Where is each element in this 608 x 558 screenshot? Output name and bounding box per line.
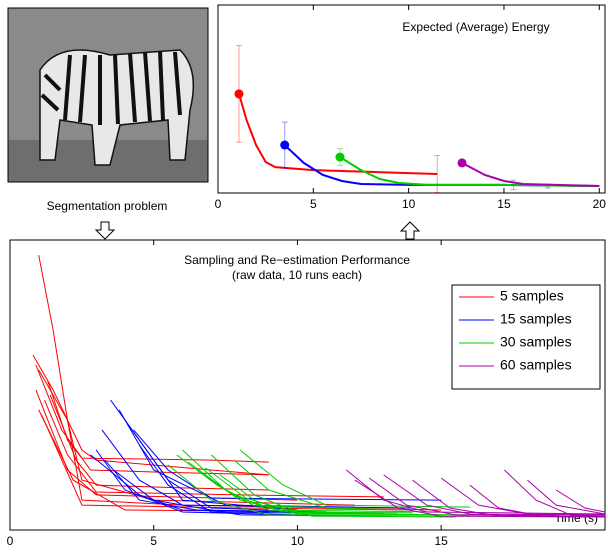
up-arrow (399, 221, 421, 240)
run-line (124, 419, 269, 511)
legend-label: 15 samples (500, 311, 572, 327)
x-tick-label: 15 (497, 197, 511, 211)
run-line (118, 409, 355, 508)
run-line (167, 464, 470, 517)
run-line (35, 364, 269, 476)
plot-frame (217, 4, 606, 194)
run-line (176, 454, 355, 509)
x-tick-label: 10 (402, 197, 416, 211)
run-line (205, 467, 399, 515)
run-line (41, 414, 413, 511)
run-line (555, 489, 606, 513)
run-line (383, 474, 557, 516)
run-line (133, 429, 442, 501)
energy-line (339, 156, 600, 187)
chart-subtitle: (raw data, 10 runs each) (232, 268, 362, 282)
x-tick-label: 10 (291, 534, 305, 548)
chart-title: Expected (Average) Energy (402, 20, 549, 34)
zebra-image (7, 7, 209, 183)
legend: 5 samples 15 samples 30 samples 60 samples (451, 284, 601, 390)
x-tick-label: 20 (593, 197, 607, 211)
run-line (95, 449, 298, 516)
run-line (233, 459, 413, 511)
energy-line (461, 162, 600, 187)
run-line (35, 389, 298, 501)
start-point (457, 158, 467, 168)
x-tick-label: 0 (215, 197, 222, 211)
run-line (504, 469, 606, 517)
run-line (369, 477, 606, 517)
chart-title: Sampling and Re−estimation Performance (184, 253, 410, 267)
run-line (354, 479, 585, 518)
image-border (7, 7, 209, 183)
legend-label: 5 samples (500, 288, 564, 304)
caption: Segmentation problem (47, 199, 168, 213)
run-line (90, 454, 269, 513)
legend-box (451, 284, 601, 390)
legend-label: 60 samples (500, 357, 572, 373)
x-tick-label: 5 (150, 534, 157, 548)
legend-label: 30 samples (500, 334, 572, 350)
start-point (335, 152, 345, 162)
zebra-stripes (40, 50, 182, 125)
run-line (527, 479, 606, 515)
x-tick-label: 15 (434, 534, 448, 548)
run-line (440, 477, 606, 516)
error-bar (434, 155, 441, 193)
energy-line (238, 93, 438, 175)
run-line (345, 469, 606, 515)
run-line (187, 461, 413, 514)
x-tick-label: 5 (310, 197, 317, 211)
run-line (239, 449, 470, 508)
down-arrow (94, 221, 116, 240)
x-tick-label: 0 (7, 534, 14, 548)
start-point (234, 89, 244, 99)
start-point (280, 140, 290, 150)
